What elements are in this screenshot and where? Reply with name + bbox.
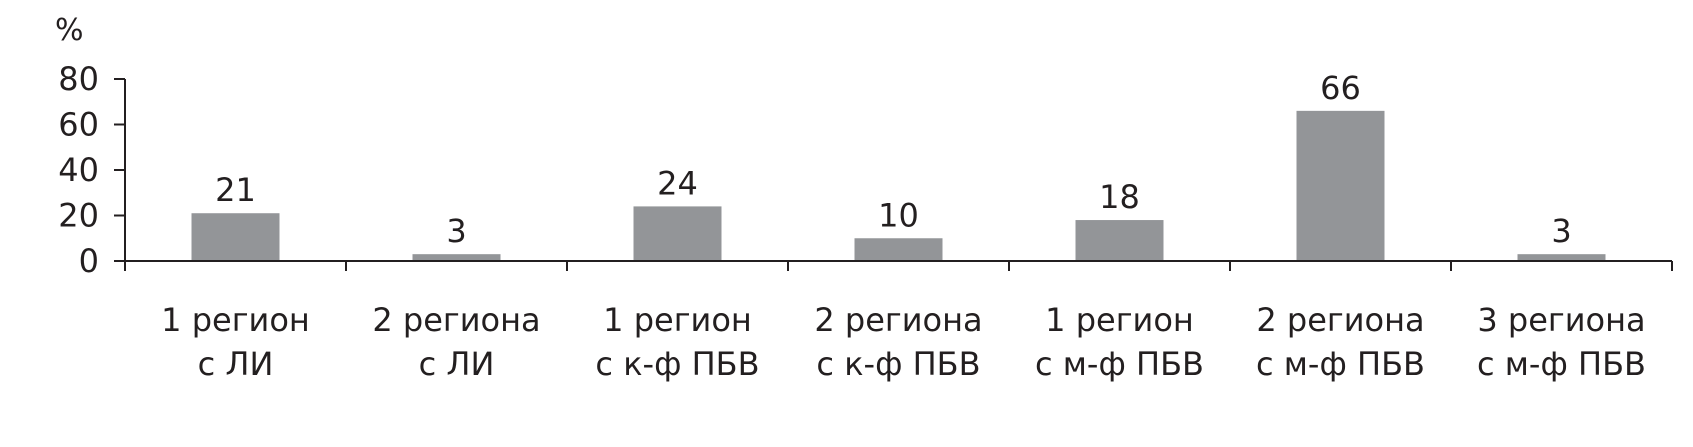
data-label: 66: [1320, 69, 1361, 107]
data-label: 3: [1551, 212, 1571, 250]
x-category-label: 2 региона: [814, 301, 982, 339]
bar: [412, 254, 501, 261]
y-tick-label: 40: [58, 151, 99, 189]
x-category-label: 1 регион: [161, 301, 310, 339]
bar: [1296, 110, 1385, 261]
data-label: 3: [446, 212, 466, 250]
bar: [191, 213, 280, 261]
y-tick-label: 20: [58, 197, 99, 235]
y-axis: 0 20 40 60 80: [58, 60, 126, 280]
y-tick-label: 0: [79, 242, 99, 280]
data-label: 24: [657, 164, 698, 202]
x-category-label: 2 региона: [1256, 301, 1424, 339]
x-category-label: с м-ф ПБВ: [1477, 345, 1646, 383]
y-tick-label: 80: [58, 60, 99, 98]
x-category-label: с м-ф ПБВ: [1256, 345, 1425, 383]
data-label: 21: [215, 171, 256, 209]
x-category-label: с ЛИ: [419, 345, 495, 383]
data-label: 18: [1099, 178, 1140, 216]
bars-group: 21 3 24 10 18 66 3: [191, 69, 1606, 261]
bar: [633, 206, 722, 261]
bar: [1075, 220, 1164, 261]
x-category-label: 3 региона: [1477, 301, 1645, 339]
x-category-label: 1 регион: [603, 301, 752, 339]
x-category-label: с м-ф ПБВ: [1035, 345, 1204, 383]
bar: [1517, 254, 1606, 261]
x-category-label: с к-ф ПБВ: [816, 345, 980, 383]
x-category-label: с к-ф ПБВ: [595, 345, 759, 383]
x-category-label: с ЛИ: [198, 345, 274, 383]
x-category-label: 2 региона: [372, 301, 540, 339]
data-label: 10: [878, 196, 919, 234]
x-axis: 1 регион с ЛИ 2 региона с ЛИ 1 регион с к-ф П…: [124, 260, 1673, 383]
y-axis-unit-label: %: [55, 13, 84, 48]
x-category-label: 1 регион: [1045, 301, 1194, 339]
bar: [854, 238, 943, 261]
y-tick-label: 60: [58, 106, 99, 144]
